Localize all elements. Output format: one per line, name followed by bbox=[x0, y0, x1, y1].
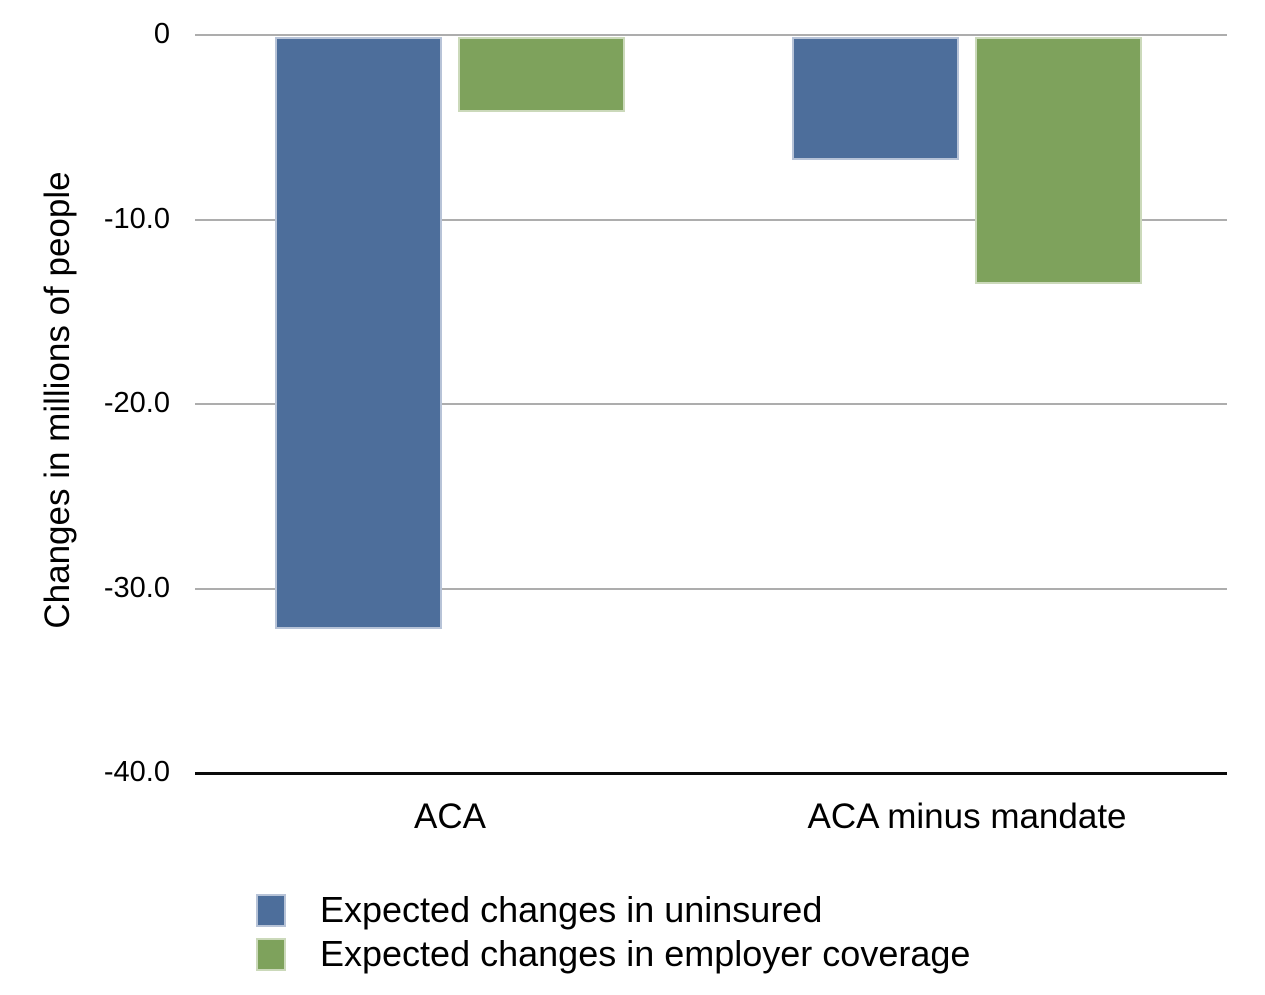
y-tick-label-2: -20.0 bbox=[103, 386, 170, 419]
bar-aca-series-1 bbox=[458, 37, 625, 112]
y-tick-label-3: -30.0 bbox=[103, 571, 170, 604]
legend-swatch-0 bbox=[256, 893, 286, 927]
legend-item-0: Expected changes in uninsured bbox=[256, 888, 970, 932]
bar-aca-series-0 bbox=[275, 37, 442, 629]
category-label-aca-minus-mandate: ACA minus mandate bbox=[807, 797, 1127, 836]
y-tick-label-4: -40.0 bbox=[103, 755, 170, 788]
gridline--20 bbox=[195, 403, 1227, 405]
y-tick-label-1: -10.0 bbox=[103, 202, 170, 235]
legend-label-1: Expected changes in employer coverage bbox=[320, 933, 971, 974]
bar-aca-minus-mandate-series-1 bbox=[975, 37, 1142, 284]
category-label-aca: ACA bbox=[414, 797, 486, 836]
gridline--10 bbox=[195, 219, 1227, 221]
legend-item-1: Expected changes in employer coverage bbox=[256, 932, 970, 976]
gridline--30 bbox=[195, 588, 1227, 590]
x-axis-line bbox=[195, 772, 1227, 775]
gridline-0 bbox=[195, 34, 1227, 36]
legend: Expected changes in uninsured Expected ch… bbox=[256, 888, 970, 976]
y-tick-label-0: 0 bbox=[153, 17, 170, 50]
legend-swatch-1 bbox=[256, 937, 286, 971]
legend-label-0: Expected changes in uninsured bbox=[320, 889, 823, 930]
bar-aca-minus-mandate-series-0 bbox=[792, 37, 959, 160]
